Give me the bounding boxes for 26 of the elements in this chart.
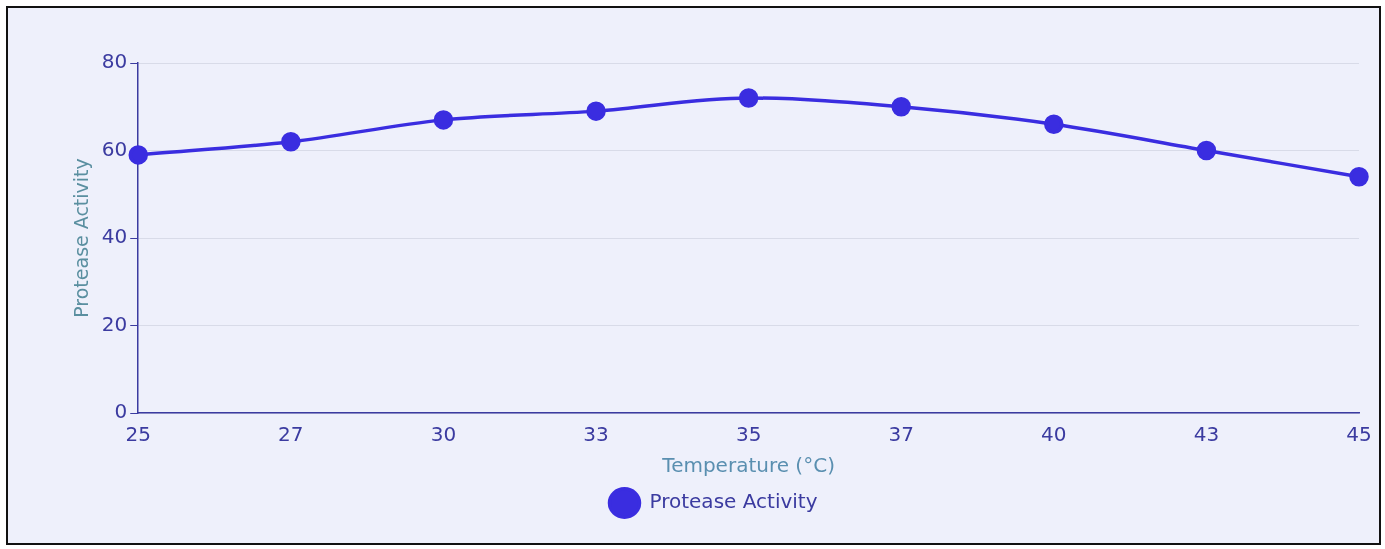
point xyxy=(1196,140,1217,161)
x-tick-label: 37 xyxy=(888,422,914,447)
point xyxy=(1349,167,1369,187)
x-tick-label: 40 xyxy=(1041,422,1067,447)
y-tick-label: 20 xyxy=(101,311,128,336)
y-tick-label: 40 xyxy=(101,224,128,249)
point xyxy=(128,145,148,165)
y-tick-label: 0 xyxy=(114,399,128,424)
y-axis-title: Protease Activity xyxy=(70,158,93,318)
point xyxy=(738,88,759,108)
point xyxy=(891,97,911,117)
point xyxy=(1044,114,1064,134)
point xyxy=(586,101,606,121)
y-tick-label: 60 xyxy=(101,136,128,161)
x-axis-title: Temperature (°C) xyxy=(661,453,835,478)
x-tick-label: 35 xyxy=(735,422,762,447)
x-tick-label: 33 xyxy=(583,422,609,447)
x-tick-label: 25 xyxy=(125,422,151,447)
x-tick-label: 43 xyxy=(1193,422,1220,447)
legend-label: Protease Activity xyxy=(649,489,818,514)
point xyxy=(433,110,454,130)
point xyxy=(281,132,301,152)
y-tick-label: 80 xyxy=(101,49,128,74)
x-tick-label: 30 xyxy=(430,422,457,447)
x-tick-label: 27 xyxy=(278,422,304,447)
x-tick-label: 45 xyxy=(1346,422,1372,447)
